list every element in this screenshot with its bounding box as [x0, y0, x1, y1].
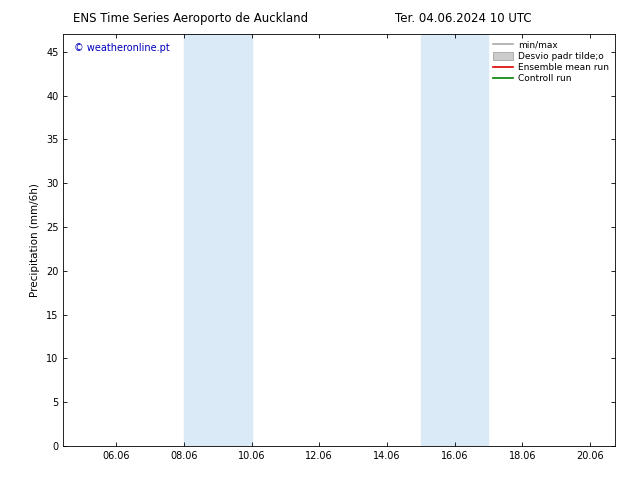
Bar: [421, 34, 488, 446]
Y-axis label: Precipitation (mm/6h): Precipitation (mm/6h): [30, 183, 41, 297]
Text: © weatheronline.pt: © weatheronline.pt: [74, 43, 170, 52]
Bar: [184, 34, 252, 446]
Text: ENS Time Series Aeroporto de Auckland: ENS Time Series Aeroporto de Auckland: [73, 12, 307, 25]
Legend: min/max, Desvio padr tilde;o, Ensemble mean run, Controll run: min/max, Desvio padr tilde;o, Ensemble m…: [491, 39, 611, 85]
Text: Ter. 04.06.2024 10 UTC: Ter. 04.06.2024 10 UTC: [394, 12, 531, 25]
